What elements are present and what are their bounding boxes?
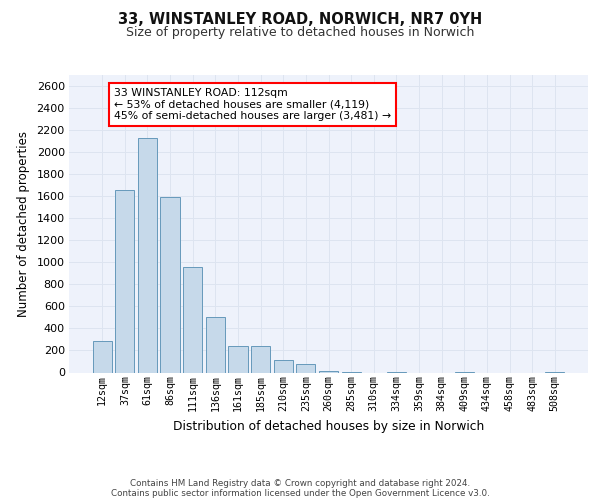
Text: Contains public sector information licensed under the Open Government Licence v3: Contains public sector information licen… [110, 488, 490, 498]
Bar [206, 318, 225, 372]
Bar [160, 198, 180, 372]
Bar [296, 364, 316, 372]
Bar [183, 266, 202, 372]
Text: 33, WINSTANLEY ROAD, NORWICH, NR7 0YH: 33, WINSTANLEY ROAD, NORWICH, NR7 0YH [118, 12, 482, 28]
Bar [92, 340, 112, 372]
Text: Size of property relative to detached houses in Norwich: Size of property relative to detached ho… [126, 26, 474, 39]
Bar [274, 360, 293, 372]
Text: 33 WINSTANLEY ROAD: 112sqm
← 53% of detached houses are smaller (4,119)
45% of s: 33 WINSTANLEY ROAD: 112sqm ← 53% of deta… [113, 88, 391, 122]
Bar [229, 346, 248, 372]
X-axis label: Distribution of detached houses by size in Norwich: Distribution of detached houses by size … [173, 420, 484, 432]
Bar [115, 190, 134, 372]
Text: Contains HM Land Registry data © Crown copyright and database right 2024.: Contains HM Land Registry data © Crown c… [130, 478, 470, 488]
Bar [251, 346, 270, 372]
Y-axis label: Number of detached properties: Number of detached properties [17, 130, 29, 317]
Bar [319, 371, 338, 372]
Bar [138, 138, 157, 372]
